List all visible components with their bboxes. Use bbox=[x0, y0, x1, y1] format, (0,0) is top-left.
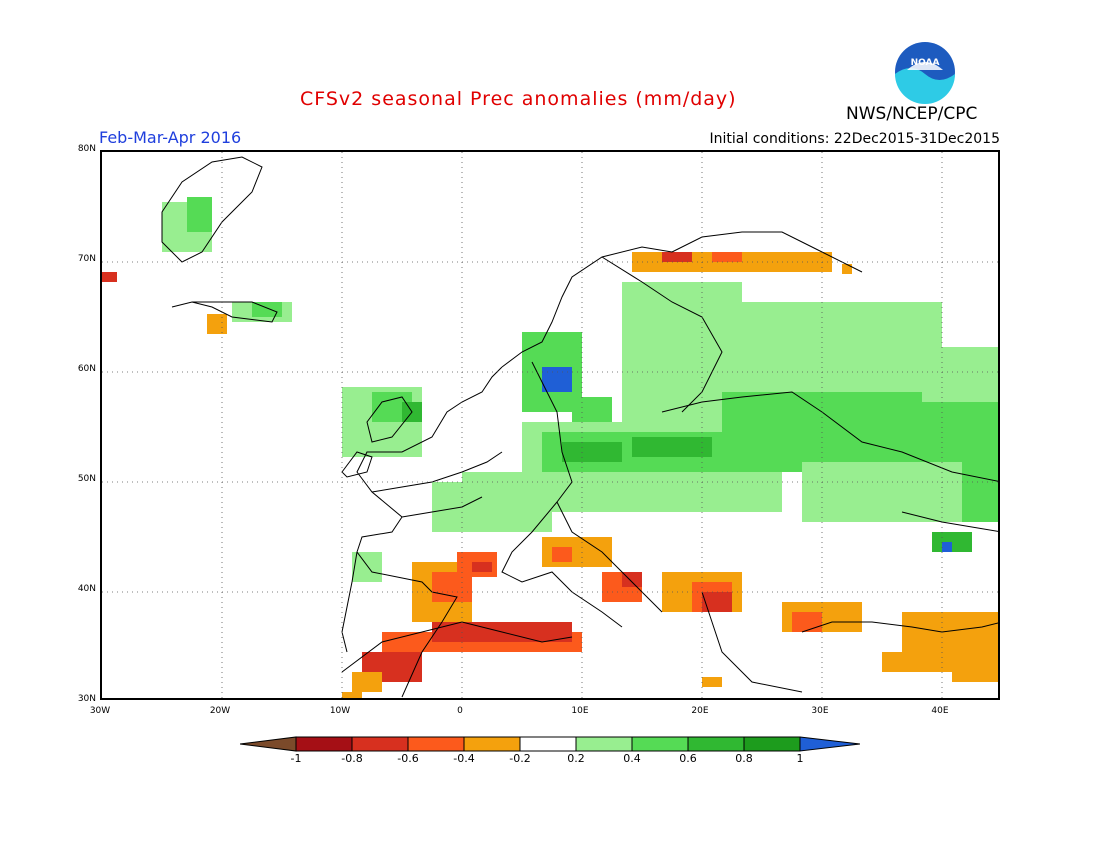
lat-label: 60N bbox=[77, 364, 96, 374]
colorbar-label: -0.2 bbox=[509, 752, 531, 765]
lat-label: 80N bbox=[77, 144, 96, 154]
lon-label: 10W bbox=[329, 706, 351, 716]
noaa-logo: NOAA bbox=[893, 40, 957, 104]
anomaly-cell bbox=[702, 592, 732, 612]
init-conditions: Initial conditions: 22Dec2015-31Dec2015 bbox=[709, 131, 1001, 147]
colorbar-label: 0.6 bbox=[679, 752, 697, 765]
anomaly-cell bbox=[622, 572, 642, 587]
colorbar-box bbox=[575, 736, 633, 752]
colorbar-label: 0.2 bbox=[567, 752, 585, 765]
anomaly-cell bbox=[342, 692, 362, 698]
anomaly-cell bbox=[187, 197, 212, 232]
anomaly-cell bbox=[842, 264, 852, 274]
anomaly-cell bbox=[352, 672, 382, 692]
colorbar-high-arrow bbox=[799, 736, 860, 752]
colorbar-label: 1 bbox=[796, 752, 804, 765]
colorbar-box bbox=[407, 736, 465, 752]
anomaly-cell bbox=[712, 252, 742, 262]
colorbar-label: -1 bbox=[290, 752, 302, 765]
anomaly-cell bbox=[562, 442, 622, 462]
anomaly-cell bbox=[352, 552, 382, 582]
lat-label: 70N bbox=[77, 254, 96, 264]
colorbar-box bbox=[631, 736, 689, 752]
anomaly-cell bbox=[252, 302, 282, 317]
anomaly-cell bbox=[702, 677, 722, 687]
lat-lon-grid bbox=[102, 152, 998, 698]
lon-label: 40E bbox=[931, 706, 949, 716]
anomaly-cell bbox=[952, 632, 998, 682]
anomaly-cell bbox=[802, 462, 962, 522]
lat-label: 30N bbox=[77, 694, 96, 704]
anomaly-cell bbox=[207, 314, 227, 334]
anomaly-cell bbox=[792, 612, 822, 632]
lat-label: 40N bbox=[77, 584, 96, 594]
lon-label: 10E bbox=[571, 706, 589, 716]
colorbar bbox=[240, 736, 860, 752]
org-label: NWS/NCEP/CPC bbox=[846, 104, 978, 124]
map-frame bbox=[100, 150, 1000, 700]
colorbar-label: -0.4 bbox=[453, 752, 475, 765]
colorbar-label: -0.6 bbox=[397, 752, 419, 765]
colorbar-label: -0.8 bbox=[341, 752, 363, 765]
lon-label: 30W bbox=[89, 706, 111, 716]
lon-label: 20W bbox=[209, 706, 231, 716]
anomaly-cell bbox=[472, 562, 492, 572]
colorbar-low-arrow bbox=[240, 736, 297, 752]
anomaly-cell bbox=[882, 652, 902, 672]
anomaly-cell bbox=[662, 252, 692, 262]
anomaly-cell bbox=[102, 272, 117, 282]
colorbar-label: 0.8 bbox=[735, 752, 753, 765]
lat-label: 50N bbox=[77, 474, 96, 484]
colorbar-label: 0.4 bbox=[623, 752, 641, 765]
colorbar-box bbox=[295, 736, 353, 752]
colorbar-box bbox=[687, 736, 745, 752]
season-label: Feb-Mar-Apr 2016 bbox=[99, 128, 242, 147]
lon-label: 20E bbox=[691, 706, 709, 716]
anomaly-field bbox=[102, 197, 998, 698]
anomaly-cell bbox=[942, 542, 952, 552]
logo-text: NOAA bbox=[911, 58, 940, 68]
colorbar-box bbox=[743, 736, 801, 752]
chart-title: CFSv2 seasonal Prec anomalies (mm/day) bbox=[300, 88, 737, 110]
lon-label: 30E bbox=[811, 706, 829, 716]
anomaly-cell bbox=[542, 367, 572, 392]
anomaly-cell bbox=[552, 547, 572, 562]
anomaly-cell bbox=[432, 482, 482, 532]
colorbar-box bbox=[351, 736, 409, 752]
anomaly-cell bbox=[632, 437, 712, 457]
colorbar-box bbox=[519, 736, 577, 752]
lon-label: 0 bbox=[457, 706, 463, 716]
colorbar-box bbox=[463, 736, 521, 752]
